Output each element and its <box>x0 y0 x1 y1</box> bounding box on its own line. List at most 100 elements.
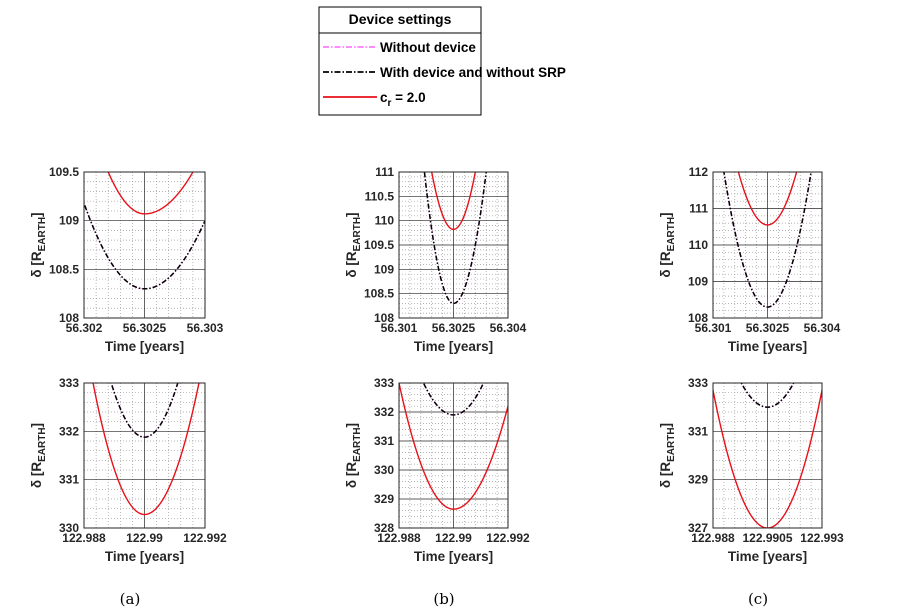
series-line-with-device <box>723 172 812 308</box>
y-axis-label: δ [REARTH] <box>29 423 48 488</box>
x-axis-label: Time [years] <box>414 549 493 564</box>
series-group <box>713 383 822 528</box>
x-tick-label: 122.992 <box>486 531 530 545</box>
y-tick-label: 109.5 <box>364 238 394 252</box>
y-tick-label: 108.5 <box>364 287 394 301</box>
y-tick-label: 111 <box>689 202 708 216</box>
series-group <box>84 172 205 290</box>
caption-b: (b) <box>433 590 454 608</box>
minor-grid <box>399 383 508 528</box>
y-tick-label: 110.5 <box>365 189 395 203</box>
y-tick-label: 112 <box>689 165 709 179</box>
x-tick-label: 122.988 <box>377 531 421 545</box>
axes-frame <box>83 382 206 529</box>
legend-title: Device settings <box>349 11 452 27</box>
series-line-with-device <box>110 383 179 438</box>
y-tick-label: 111 <box>375 165 394 179</box>
x-tick-label: 56.3025 <box>746 321 790 335</box>
axes-frame <box>398 171 509 319</box>
series-line-with-device <box>422 383 485 416</box>
series-group <box>423 172 487 305</box>
captions: (a) (b) (c) <box>120 590 768 608</box>
x-tick-label: 56.304 <box>490 321 527 335</box>
series-group <box>92 383 200 516</box>
y-axis-label: δ [REARTH] <box>658 423 677 488</box>
panel-bottom-middle: 122.988 122.99 122.992 328 329 330 331 332 333 Ti… <box>344 376 530 564</box>
x-axis-label: Time [years] <box>414 339 493 354</box>
y-axis-label: δ [REARTH] <box>29 212 48 277</box>
y-tick-label: 331 <box>374 434 394 448</box>
x-tick-label: 122.988 <box>691 531 735 545</box>
y-tick-label: 332 <box>59 424 79 438</box>
x-tick-label: 122.993 <box>800 531 844 545</box>
x-tick-label: 56.303 <box>187 321 224 335</box>
caption-a: (a) <box>120 590 141 608</box>
series-line-cr-2 <box>713 386 822 528</box>
y-axis-label: δ [REARTH] <box>658 212 677 277</box>
y-tick-label: 333 <box>688 376 708 390</box>
y-tick-label: 108 <box>59 311 79 325</box>
axes-frame <box>712 382 823 529</box>
x-tick-label: 122.988 <box>62 531 106 545</box>
y-tick-label: 332 <box>374 405 394 419</box>
axes-frame <box>712 171 823 319</box>
series-group <box>723 172 812 308</box>
y-tick-label: 109 <box>59 214 79 228</box>
series-line-with-device <box>740 383 795 408</box>
legend-label-cr: cr = 2.0 <box>380 90 426 109</box>
series-line-with-device <box>84 200 205 290</box>
y-tick-label: 330 <box>59 521 79 535</box>
y-tick-label: 329 <box>374 492 394 506</box>
axes-frame <box>83 171 206 319</box>
caption-c: (c) <box>748 590 768 608</box>
y-axis-label: δ [REARTH] <box>344 212 363 277</box>
y-tick-label: 330 <box>374 463 394 477</box>
panel-top-right: 56.301 56.3025 56.304 108 109 110 111 112 Time [… <box>658 165 841 354</box>
series-line-cr-2 <box>737 172 798 226</box>
series-line-cr-2 <box>430 172 477 231</box>
x-tick-label: 56.301 <box>381 321 418 335</box>
x-axis-label: Time [years] <box>105 549 184 564</box>
y-tick-label: 108 <box>374 311 394 325</box>
x-tick-label: 56.3025 <box>123 321 167 335</box>
y-tick-label: 109 <box>374 262 394 276</box>
x-tick-label: 122.992 <box>183 531 227 545</box>
panel-bottom-right: 122.988 122.9905 122.993 327 329 331 333 Time [… <box>658 376 844 564</box>
y-tick-label: 108 <box>688 311 708 325</box>
y-tick-label: 109.5 <box>49 165 79 179</box>
series-line-cr-2 <box>107 172 194 215</box>
y-tick-label: 108.5 <box>49 262 79 276</box>
y-axis-label: δ [REARTH] <box>344 423 363 488</box>
legend: Device settings Without device With devi… <box>318 6 566 116</box>
y-tick-label: 327 <box>688 521 708 535</box>
axes-frame <box>398 382 509 529</box>
panel-bottom-left: 122.988 122.99 122.992 330 331 332 333 Time [ye… <box>29 376 227 564</box>
y-tick-label: 110 <box>375 214 395 228</box>
x-tick-label: 122.99 <box>126 531 163 545</box>
y-tick-label: 329 <box>688 473 708 487</box>
legend-label-without-device: Without device <box>380 40 476 55</box>
x-tick-label: 56.302 <box>66 321 103 335</box>
y-tick-label: 328 <box>374 521 394 535</box>
y-tick-label: 333 <box>374 376 394 390</box>
x-tick-label: 56.3025 <box>432 321 476 335</box>
x-axis-label: Time [years] <box>728 339 807 354</box>
series-group <box>399 383 508 510</box>
y-tick-label: 110 <box>689 238 709 252</box>
legend-label-with-device: With device and without SRP <box>380 65 566 80</box>
x-tick-label: 122.99 <box>435 531 472 545</box>
x-tick-label: 56.301 <box>695 321 732 335</box>
y-tick-label: 333 <box>59 376 79 390</box>
y-tick-label: 331 <box>59 473 79 487</box>
y-tick-label: 109 <box>688 275 708 289</box>
x-axis-label: Time [years] <box>728 549 807 564</box>
panel-top-left: 56.302 56.3025 56.303 108 108.5 109 109.5 Time … <box>29 165 224 354</box>
y-tick-label: 331 <box>688 424 708 438</box>
x-tick-label: 122.9905 <box>742 531 792 545</box>
series-line-cr-2 <box>399 383 508 510</box>
panel-top-middle: 56.301 56.3025 56.304 108 108.5 109 109.5 110 11… <box>344 165 527 354</box>
x-tick-label: 56.304 <box>804 321 841 335</box>
series-line-cr-2 <box>92 383 200 516</box>
x-axis-label: Time [years] <box>105 339 184 354</box>
